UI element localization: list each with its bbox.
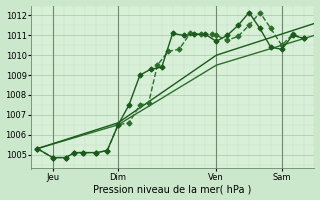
X-axis label: Pression niveau de la mer( hPa ): Pression niveau de la mer( hPa ) — [93, 184, 252, 194]
